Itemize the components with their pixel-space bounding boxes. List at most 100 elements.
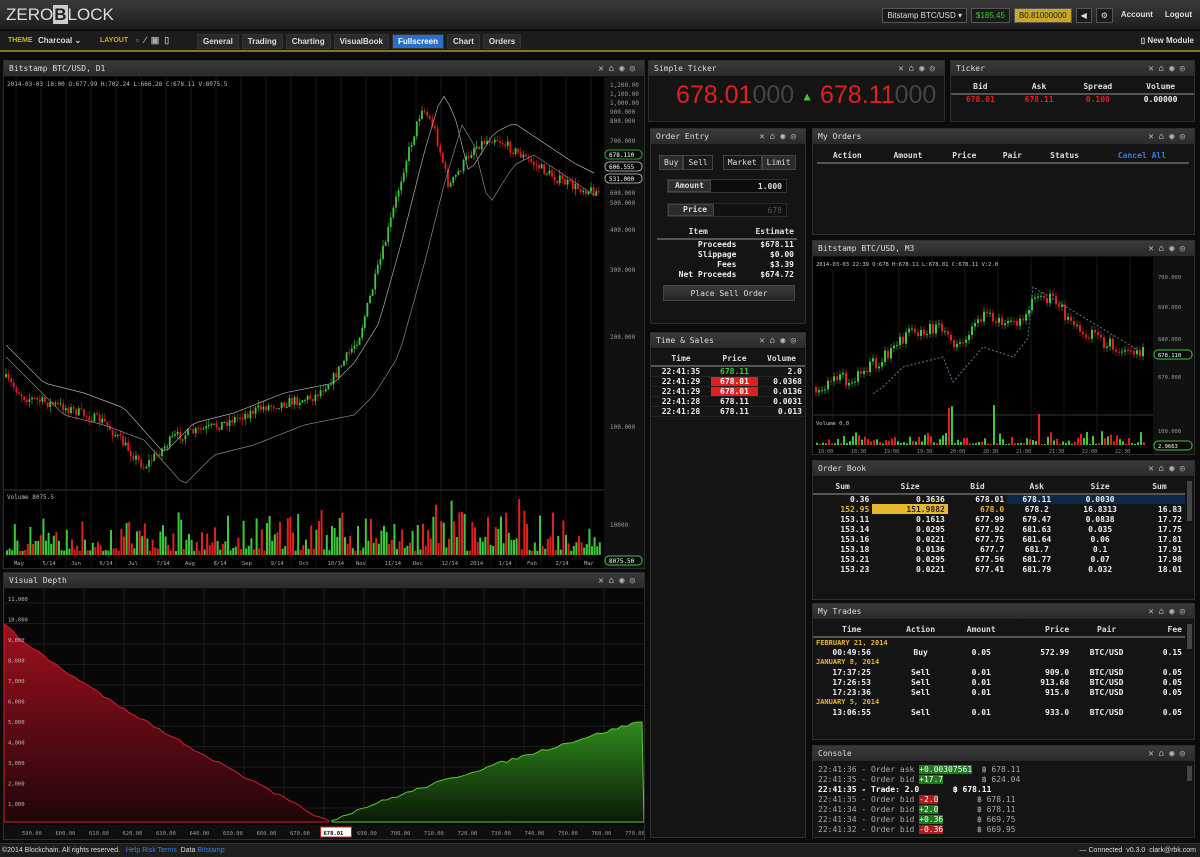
sound-icon[interactable]: ◀ — [1075, 8, 1092, 23]
scrollbar[interactable] — [1187, 481, 1192, 521]
date-tick-label: 5/14 — [43, 561, 57, 567]
close-icon[interactable]: ✕ — [759, 132, 770, 142]
lock-icon[interactable]: ⌂ — [1158, 244, 1170, 254]
pin-icon[interactable]: ◉ — [919, 64, 930, 74]
lock-icon[interactable]: ⌂ — [608, 576, 620, 586]
exchange-select[interactable]: Bitstamp BTC/USD ▾ — [882, 8, 968, 23]
pin-icon[interactable]: ◉ — [780, 132, 791, 142]
price-field[interactable]: Price 678 — [667, 203, 787, 217]
tab-visualbook[interactable]: VisualBook — [333, 34, 389, 49]
lock-icon[interactable]: ⌂ — [908, 64, 920, 74]
cancel-all-button[interactable]: Cancel All — [1094, 149, 1189, 164]
trade-row: 13:06:55 Sell 0.01 933.0 BTC/USD 0.05 — [832, 707, 1182, 717]
close-icon[interactable]: ✕ — [1148, 607, 1159, 617]
logo[interactable]: ZEROBLOCK — [6, 5, 114, 25]
lock-icon[interactable]: ⌂ — [608, 64, 620, 74]
volume-bar — [175, 550, 177, 555]
lock-icon[interactable]: ⌂ — [1158, 464, 1170, 474]
pin-icon[interactable]: ◉ — [1169, 244, 1180, 254]
lock-icon[interactable]: ⌂ — [1158, 607, 1170, 617]
user-email[interactable]: clark@rbk.com — [1149, 847, 1196, 854]
price-chart-small[interactable]: 2014-03-03 22:39 O:678 H:678.11 L:678.01… — [813, 257, 1194, 454]
pin-icon[interactable]: ◉ — [1169, 132, 1180, 142]
order-book-row[interactable]: 152.95 151.9882 678.0 678.2 16.8313 16.83 — [840, 504, 1182, 514]
candle — [878, 366, 880, 369]
candle — [584, 190, 587, 195]
data-source-link[interactable]: Bitstamp — [197, 847, 225, 854]
pin-icon[interactable]: ◉ — [619, 576, 630, 586]
settings-icon[interactable]: ◎ — [1179, 749, 1190, 759]
pin-icon[interactable]: ◉ — [1169, 64, 1180, 74]
terms-link[interactable]: Terms — [157, 847, 177, 854]
tab-trading[interactable]: Trading — [241, 34, 283, 49]
candle — [272, 406, 275, 409]
place-order-button[interactable]: Place Sell Order — [663, 285, 795, 301]
settings-icon[interactable]: ◎ — [1179, 132, 1190, 142]
scrollbar[interactable] — [1187, 624, 1192, 649]
settings-icon[interactable]: ◎ — [790, 132, 801, 142]
sell-button[interactable]: Sell — [683, 155, 713, 170]
lock-icon[interactable]: ⌂ — [1158, 749, 1170, 759]
lock-icon[interactable]: ⌂ — [769, 336, 781, 346]
order-book-row[interactable]: 0.36 0.3636 678.01 678.11 0.0030 — [813, 494, 1185, 504]
settings-icon[interactable]: ◎ — [1179, 607, 1190, 617]
order-book-row[interactable]: 153.14 0.0295 677.92 681.63 0.035 17.75 — [840, 524, 1182, 534]
close-icon[interactable]: ✕ — [598, 576, 609, 586]
column-header: Amount — [950, 623, 1012, 638]
date-tick-label: Aug — [185, 561, 195, 567]
tab-fullscreen[interactable]: Fullscreen — [392, 34, 445, 49]
pin-icon[interactable]: ◉ — [1169, 464, 1180, 474]
close-icon[interactable]: ✕ — [598, 64, 609, 74]
chart-info: 2014-03-03 18:00 O:677.99 H:702.24 L:666… — [7, 81, 228, 88]
market-button[interactable]: Market — [722, 155, 762, 170]
volume-bar — [575, 542, 578, 555]
settings-icon[interactable]: ⚙ — [1095, 8, 1113, 23]
order-book-row[interactable]: 153.18 0.0136 677.7 681.7 0.1 17.91 — [840, 544, 1182, 554]
order-book-row[interactable]: 153.23 0.0221 677.41 681.79 0.032 18.01 — [840, 564, 1182, 574]
pin-icon[interactable]: ◉ — [1169, 607, 1180, 617]
panel-controls: ✕⌂◉◎ — [1148, 746, 1190, 762]
new-module-button[interactable]: ▯ New Module — [1140, 36, 1194, 45]
lock-icon[interactable]: ⌂ — [769, 132, 781, 142]
close-icon[interactable]: ✕ — [759, 336, 770, 346]
tab-orders[interactable]: Orders — [482, 34, 522, 49]
order-book-row[interactable]: 153.21 0.0295 677.56 681.77 0.07 17.98 — [840, 554, 1182, 564]
settings-icon[interactable]: ◎ — [1179, 64, 1190, 74]
risk-link[interactable]: Risk — [142, 847, 156, 854]
tab-chart[interactable]: Chart — [447, 34, 480, 49]
order-book-row[interactable]: 153.11 0.1613 677.99 679.47 0.0838 17.72 — [840, 514, 1182, 524]
tab-charting[interactable]: Charting — [285, 34, 331, 49]
close-icon[interactable]: ✕ — [1148, 64, 1159, 74]
candle — [548, 170, 551, 174]
scrollbar[interactable] — [1187, 766, 1192, 781]
lock-icon[interactable]: ⌂ — [1158, 64, 1170, 74]
depth-chart[interactable]: 11,000 10,000 9,000 8,000 7,000 6,000 5,000 4,0… — [4, 589, 644, 839]
pin-icon[interactable]: ◉ — [1169, 749, 1180, 759]
settings-icon[interactable]: ◎ — [790, 336, 801, 346]
settings-icon[interactable]: ◎ — [1179, 244, 1190, 254]
close-icon[interactable]: ✕ — [1148, 464, 1159, 474]
layout-tool-icons[interactable]: ▫∕▣▯ — [136, 35, 175, 45]
order-book-row[interactable]: 153.16 0.0221 677.75 681.64 0.06 17.81 — [840, 534, 1182, 544]
pin-icon[interactable]: ◉ — [780, 336, 791, 346]
help-link[interactable]: Help — [125, 847, 141, 854]
candle — [176, 431, 179, 435]
tab-general[interactable]: General — [197, 34, 239, 49]
logout-link[interactable]: Logout — [1164, 10, 1192, 19]
close-icon[interactable]: ✕ — [1148, 132, 1159, 142]
close-icon[interactable]: ✕ — [1148, 749, 1159, 759]
lock-icon[interactable]: ⌂ — [1158, 132, 1170, 142]
buy-button[interactable]: Buy — [659, 155, 684, 170]
settings-icon[interactable]: ◎ — [929, 64, 940, 74]
pin-icon[interactable]: ◉ — [619, 64, 630, 74]
settings-icon[interactable]: ◎ — [1179, 464, 1190, 474]
settings-icon[interactable]: ◎ — [629, 576, 640, 586]
theme-select[interactable]: Charcoal ⌄ — [38, 36, 82, 45]
price-chart[interactable]: 2014-03-03 18:00 O:677.99 H:702.24 L:666… — [4, 77, 644, 568]
close-icon[interactable]: ✕ — [898, 64, 909, 74]
account-link[interactable]: Account — [1120, 10, 1153, 19]
limit-button[interactable]: Limit — [761, 155, 796, 170]
close-icon[interactable]: ✕ — [1148, 244, 1159, 254]
settings-icon[interactable]: ◎ — [629, 64, 640, 74]
amount-field[interactable]: Amount 1.000 — [667, 179, 787, 193]
